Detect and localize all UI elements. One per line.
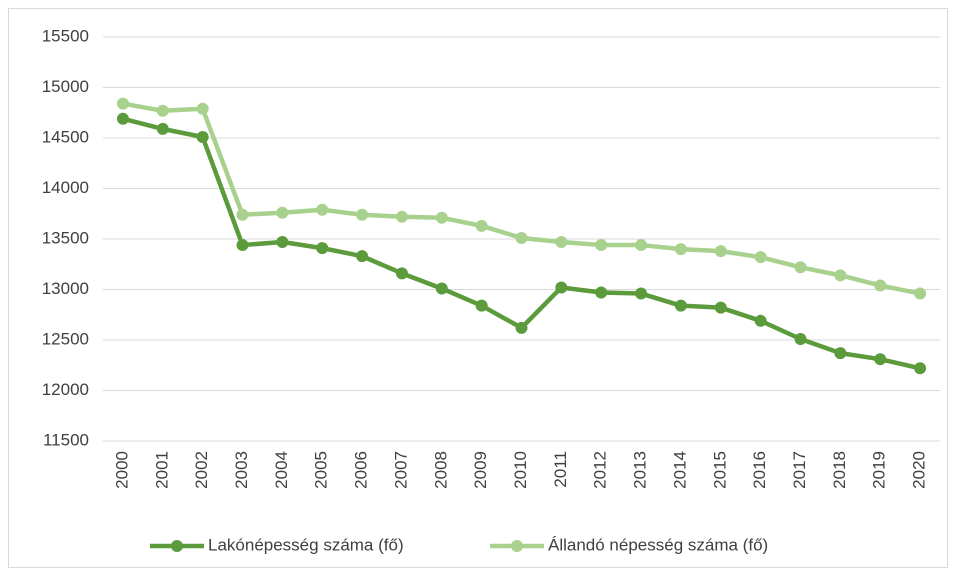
x-tick-label: 2015 bbox=[710, 451, 729, 489]
data-point bbox=[276, 236, 289, 249]
data-point bbox=[356, 250, 369, 263]
x-tick-label: 2004 bbox=[272, 451, 291, 489]
data-point bbox=[754, 314, 767, 327]
data-point bbox=[874, 353, 887, 366]
x-tick-label: 2003 bbox=[232, 451, 251, 489]
x-tick-label: 2011 bbox=[551, 451, 570, 488]
data-point bbox=[316, 242, 329, 255]
data-point bbox=[236, 208, 249, 221]
x-tick-label: 2002 bbox=[192, 451, 211, 489]
data-point bbox=[116, 97, 129, 110]
data-point bbox=[515, 231, 528, 244]
x-tick-label: 2010 bbox=[511, 451, 530, 489]
y-tick-label: 13500 bbox=[42, 228, 89, 247]
data-point bbox=[156, 122, 169, 135]
data-point bbox=[395, 267, 408, 280]
data-point bbox=[595, 239, 608, 252]
data-point bbox=[435, 211, 448, 224]
data-point bbox=[794, 332, 807, 345]
data-point bbox=[555, 281, 568, 294]
data-point bbox=[635, 287, 648, 300]
y-tick-label: 11500 bbox=[43, 430, 89, 449]
x-tick-label: 2016 bbox=[750, 451, 769, 489]
data-point bbox=[475, 299, 488, 312]
data-point bbox=[435, 282, 448, 295]
y-tick-label: 14500 bbox=[42, 127, 89, 146]
data-point bbox=[714, 245, 727, 258]
data-point bbox=[595, 286, 608, 299]
y-tick-label: 14000 bbox=[42, 178, 89, 197]
x-tick-label: 2001 bbox=[152, 451, 171, 489]
x-tick-label: 2020 bbox=[910, 451, 929, 489]
data-point bbox=[635, 239, 648, 252]
x-tick-label: 2007 bbox=[391, 451, 410, 489]
y-tick-label: 12000 bbox=[42, 380, 89, 399]
data-point bbox=[515, 321, 528, 334]
x-tick-label: 2005 bbox=[312, 451, 331, 489]
y-tick-label: 15000 bbox=[42, 77, 89, 96]
data-point bbox=[834, 347, 847, 360]
legend-marker bbox=[171, 540, 183, 552]
data-point bbox=[196, 102, 209, 115]
legend-label: Lakónépesség száma (fő) bbox=[208, 535, 404, 554]
data-point bbox=[714, 301, 727, 314]
x-tick-label: 2012 bbox=[591, 451, 610, 489]
x-tick-label: 2013 bbox=[631, 451, 650, 489]
data-point bbox=[674, 299, 687, 312]
x-tick-label: 2000 bbox=[112, 451, 131, 489]
data-point bbox=[754, 251, 767, 264]
y-tick-label: 12500 bbox=[42, 329, 89, 348]
data-point bbox=[236, 239, 249, 252]
x-tick-label: 2009 bbox=[471, 451, 490, 489]
data-point bbox=[116, 112, 129, 125]
x-tick-label: 2008 bbox=[431, 451, 450, 489]
data-point bbox=[356, 208, 369, 221]
data-point bbox=[276, 206, 289, 219]
data-point bbox=[674, 243, 687, 256]
x-tick-label: 2018 bbox=[830, 451, 849, 489]
data-point bbox=[794, 261, 807, 274]
x-tick-label: 2017 bbox=[790, 451, 809, 489]
legend-marker bbox=[511, 540, 523, 552]
data-point bbox=[316, 203, 329, 216]
data-point bbox=[196, 130, 209, 143]
chart-frame bbox=[8, 8, 948, 568]
data-point bbox=[834, 269, 847, 282]
data-point bbox=[914, 287, 927, 300]
data-point bbox=[475, 219, 488, 232]
y-tick-label: 13000 bbox=[42, 279, 89, 298]
data-point bbox=[555, 236, 568, 249]
data-point bbox=[395, 210, 408, 223]
legend-label: Állandó népesség száma (fő) bbox=[548, 535, 768, 554]
x-tick-label: 2014 bbox=[670, 451, 689, 489]
x-tick-label: 2006 bbox=[352, 451, 371, 489]
y-tick-label: 15500 bbox=[42, 26, 89, 45]
data-point bbox=[874, 279, 887, 292]
data-point bbox=[156, 104, 169, 117]
x-tick-label: 2019 bbox=[870, 451, 889, 489]
data-point bbox=[914, 362, 927, 375]
